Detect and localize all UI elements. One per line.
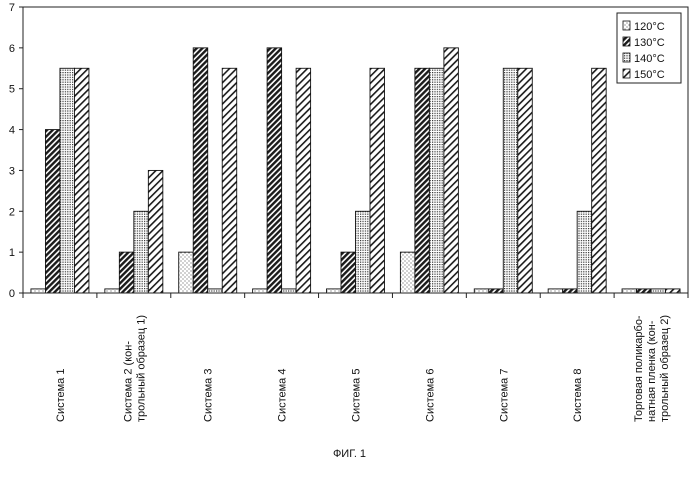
plot-area	[31, 48, 680, 293]
bar	[31, 289, 45, 293]
bar	[253, 289, 268, 293]
bar	[474, 289, 489, 293]
y-tick-label: 3	[9, 165, 15, 177]
category-label: Система 6	[424, 369, 436, 422]
category-label-line: Система 3	[203, 369, 215, 422]
bar	[45, 130, 60, 293]
bar	[74, 68, 89, 293]
category-label: Торговая поликарбо-натная пленка (кон-тр…	[633, 315, 671, 422]
category-label-line: Система 1	[55, 369, 67, 422]
legend-swatch	[623, 21, 630, 30]
y-tick-label: 4	[9, 125, 15, 137]
legend-swatch	[623, 69, 630, 78]
bar	[489, 289, 504, 293]
bar	[341, 252, 356, 293]
bar	[119, 252, 134, 293]
category-label-line: натная пленка (кон-	[646, 320, 658, 422]
category-label: Система 8	[572, 369, 584, 422]
bar	[134, 211, 149, 293]
category-label-line: трольный образец 1)	[135, 315, 147, 422]
figure-caption: ФИГ. 1	[0, 448, 699, 460]
y-tick-label: 1	[9, 247, 15, 259]
legend-swatch	[623, 37, 630, 46]
bar	[563, 289, 578, 293]
category-labels: Система 1 Система 2 (кон-трольный образец…	[55, 315, 671, 422]
bar	[148, 170, 163, 293]
bar	[267, 48, 282, 293]
bar	[592, 68, 607, 293]
bar	[60, 68, 75, 293]
bar	[370, 68, 385, 293]
category-label: Система 3	[203, 369, 215, 422]
bar	[282, 289, 297, 293]
bar	[518, 68, 533, 293]
bar	[429, 68, 444, 293]
y-tick-label: 7	[9, 2, 15, 14]
bar	[548, 289, 563, 293]
category-label-line: Система 6	[424, 369, 436, 422]
legend-swatch	[623, 53, 630, 62]
category-label-line: Система 8	[572, 369, 584, 422]
category-label-line: Система 4	[277, 369, 289, 422]
legend-label: 150°C	[634, 69, 665, 81]
legend: 120°C 130°C 140°C 150°C	[617, 13, 681, 83]
bar	[444, 48, 459, 293]
bar	[105, 289, 120, 293]
bar	[577, 211, 592, 293]
category-label: Система 4	[277, 369, 289, 422]
legend-label: 130°C	[634, 37, 665, 49]
category-label-line: Система 7	[498, 369, 510, 422]
bar	[179, 252, 194, 293]
category-label: Система 1	[55, 369, 67, 422]
category-label-line: Система 5	[351, 369, 363, 422]
bar	[400, 252, 415, 293]
y-tick-label: 6	[9, 43, 15, 55]
y-tick-label: 0	[9, 288, 15, 300]
category-label-line: Торговая поликарбо-	[633, 315, 645, 422]
bar	[327, 289, 342, 293]
bar	[637, 289, 652, 293]
bar	[651, 289, 666, 293]
category-label-line: трольный образец 2)	[659, 315, 671, 422]
category-label-line: Система 2 (кон-	[122, 341, 134, 422]
y-tick-label: 5	[9, 84, 15, 96]
bar	[296, 68, 311, 293]
bar	[356, 211, 371, 293]
bar	[222, 68, 237, 293]
category-label: Система 5	[351, 369, 363, 422]
bar	[193, 48, 208, 293]
y-tick-label: 2	[9, 206, 15, 218]
legend-label: 120°C	[634, 21, 665, 33]
category-label: Система 2 (кон-трольный образец 1)	[122, 315, 147, 422]
bar	[666, 289, 681, 293]
bar	[503, 68, 518, 293]
bar	[208, 289, 223, 293]
bar	[415, 68, 430, 293]
bar	[622, 289, 637, 293]
category-label: Система 7	[498, 369, 510, 422]
legend-label: 140°C	[634, 53, 665, 65]
